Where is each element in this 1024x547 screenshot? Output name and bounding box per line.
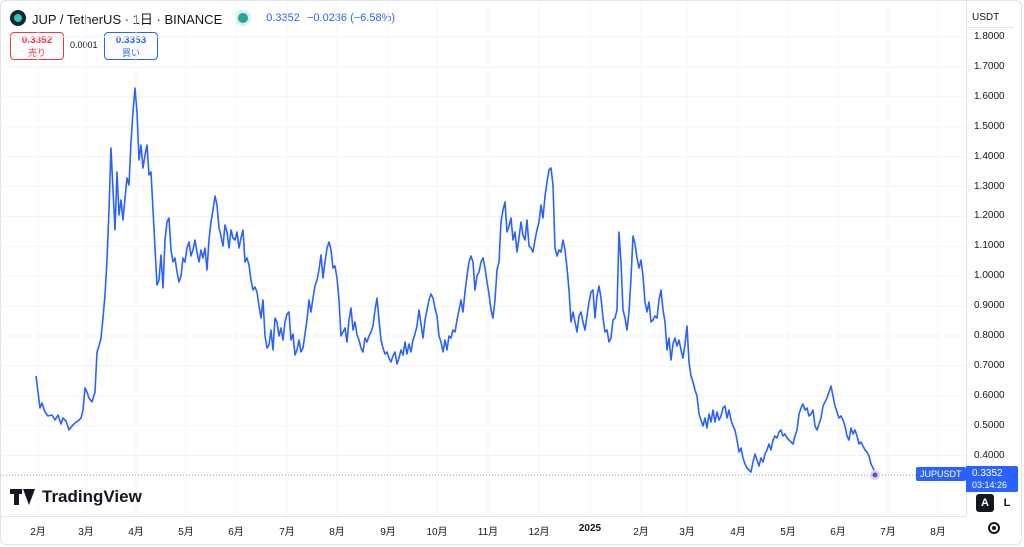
market-open-icon (238, 13, 249, 23)
y-tick-label: 0.6000 (974, 389, 1005, 401)
sell-label: 売り (27, 48, 46, 58)
y-tick-label: 1.4000 (974, 150, 1005, 162)
y-tick-label: 1.6000 (974, 90, 1005, 102)
y-tick-label: 1.8000 (974, 31, 1005, 42)
bar-countdown: 03:14:26 (972, 480, 1008, 490)
y-tick-label: 1.7000 (974, 60, 1005, 72)
x-tick-label: 11月 (477, 527, 499, 538)
x-tick-label: 3月 (78, 527, 94, 538)
y-tick-label: 1.3000 (974, 180, 1005, 192)
x-tick-label: 4月 (730, 527, 746, 538)
tradingview-mark-icon (10, 489, 36, 505)
last-price-symbol-tag: JUPUSDT (916, 467, 966, 481)
y-tick-label: 1.5000 (974, 120, 1005, 132)
x-tick-label: 2025 (578, 523, 602, 534)
series-line-jupusdt[interactable] (35, 87, 876, 473)
x-tick-label: 5月 (178, 527, 194, 538)
current-price: 0.3352 (266, 12, 300, 24)
last-price-value: 0.3352 (972, 468, 1003, 479)
spread-value: 0.0001 (70, 40, 98, 50)
jup-logo-icon (10, 10, 26, 26)
tradingview-logo[interactable]: TradingView (10, 487, 142, 507)
x-tick-label: 8月 (329, 527, 345, 538)
auto-scale-button[interactable]: A (976, 494, 994, 512)
x-tick-label: 5月 (780, 527, 796, 538)
x-tick-label: 12月 (528, 527, 550, 538)
x-tick-label: 2月 (633, 527, 649, 538)
last-price-tag: 0.3352 03:14:26 (966, 466, 1018, 492)
x-tick-label: 9月 (380, 527, 396, 538)
x-tick-label: 2月 (30, 527, 46, 538)
y-tick-label: 0.4000 (974, 449, 1005, 461)
buy-label: 買い (121, 48, 140, 58)
buy-button[interactable]: 0.3353 買い (104, 32, 158, 60)
x-tick-label: 3月 (679, 527, 695, 538)
x-tick-label: 8月 (930, 527, 946, 538)
y-tick-label: 0.9000 (974, 300, 1005, 312)
chart-header: JUP / TetherUS · 1日 · BINANCE 0.3352 −0.… (10, 8, 395, 28)
currency-unit-button[interactable]: USDT (966, 8, 1014, 28)
x-tick-label: 6月 (830, 527, 846, 538)
sell-button[interactable]: 0.3352 売り (10, 32, 64, 60)
x-tick-label: 4月 (128, 527, 144, 538)
x-tick-label: 7月 (279, 527, 295, 538)
y-tick-label: 0.7000 (974, 359, 1005, 371)
price-quote: 0.3352 −0.0236 (−6.58%) (266, 12, 395, 24)
x-tick-label: 10月 (426, 527, 448, 538)
sell-price: 0.3352 (21, 35, 53, 46)
log-scale-button[interactable]: L (1003, 497, 1011, 509)
time-axis-separator (0, 516, 966, 517)
y-tick-label: 1.0000 (974, 270, 1005, 282)
y-tick-label: 0.5000 (974, 419, 1005, 431)
x-tick-label: 6月 (228, 527, 244, 538)
tradingview-wordmark: TradingView (42, 487, 142, 506)
price-change: −0.0236 (−6.58%) (306, 12, 396, 24)
price-axis-separator (966, 0, 967, 516)
settings-gear-icon[interactable] (988, 522, 1000, 534)
y-tick-label: 1.1000 (974, 240, 1005, 252)
buy-price: 0.3353 (115, 35, 147, 46)
y-tick-label: 1.2000 (974, 210, 1005, 222)
x-tick-label: 7月 (880, 527, 896, 538)
y-tick-label: 0.8000 (974, 330, 1005, 341)
symbol-title[interactable]: JUP / TetherUS · 1日 · BINANCE (32, 11, 223, 27)
last-point-marker (872, 472, 878, 478)
